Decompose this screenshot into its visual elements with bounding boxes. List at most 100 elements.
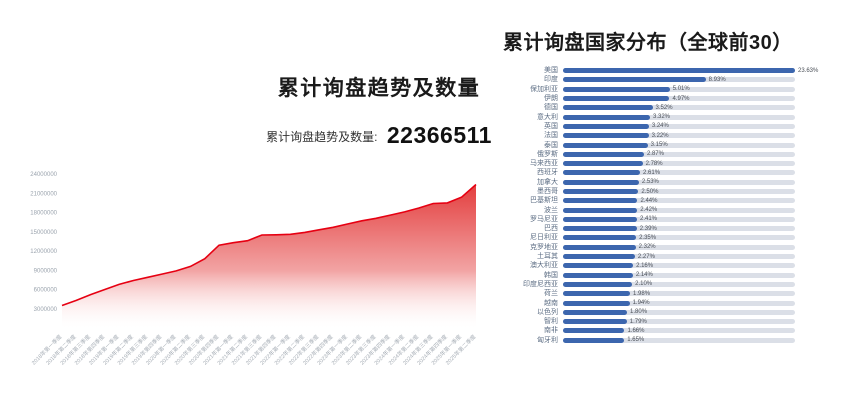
bar-fill (563, 309, 628, 315)
country-label: 加拿大 (537, 178, 558, 186)
bar-track: 2.61% (563, 169, 795, 176)
bar-value-label: 2.53% (641, 179, 659, 186)
bar-value-label: 2.16% (636, 262, 654, 269)
bar-value-label: 1.94% (632, 300, 650, 307)
bar-track: 3.52% (563, 104, 795, 111)
bar-value-label: 1.98% (633, 290, 651, 297)
bar-value-label: 3.52% (655, 104, 673, 111)
bar-fill (563, 123, 649, 129)
bar-value-label: 3.32% (653, 114, 671, 121)
bar-track: 1.65% (563, 337, 795, 343)
country-row: 保加利亚 5.01% (510, 85, 844, 94)
country-label: 印度尼西亚 (523, 280, 558, 288)
bar-fill (563, 105, 653, 111)
country-label: 荷兰 (544, 290, 558, 298)
country-row: 意大利 3.32% (510, 112, 844, 121)
country-label: 美国 (544, 67, 558, 75)
bar-track: 2.39% (563, 225, 795, 232)
bar-value-label: 2.78% (645, 160, 663, 167)
bar-track: 8.93% (563, 76, 795, 83)
bar-track: 3.22% (563, 133, 795, 139)
bar-track: 2.50% (563, 188, 795, 195)
country-label: 意大利 (537, 113, 558, 121)
country-row: 俄罗斯 2.87% (510, 150, 844, 159)
bar-fill (563, 263, 634, 269)
bar-value-label: 2.61% (643, 169, 661, 176)
country-row: 巴西 2.39% (510, 224, 844, 233)
country-label: 罗马尼亚 (530, 215, 558, 223)
bar-value-label: 2.87% (646, 151, 664, 158)
country-label: 法国 (544, 132, 558, 140)
bar-value-label: 1.80% (630, 309, 648, 316)
country-row: 法国 3.22% (510, 131, 844, 140)
y-axis-label: 15000000 (30, 230, 57, 236)
country-chart-title: 累计询盘国家分布（全球前30） (503, 32, 793, 54)
y-axis-label: 12000000 (30, 249, 57, 255)
country-label: 墨西哥 (537, 188, 558, 195)
country-row: 澳大利亚 2.16% (510, 261, 844, 270)
country-label: 克罗地亚 (530, 243, 558, 251)
bar-value-label: 2.32% (638, 244, 656, 251)
trend-total-label: 累计询盘趋势及数量: (266, 130, 378, 144)
country-label: 以色列 (537, 308, 558, 316)
country-label: 泰国 (544, 141, 558, 149)
bar-track: 2.44% (563, 198, 795, 204)
country-label: 智利 (544, 318, 558, 326)
country-row: 美国 23.63% (510, 66, 844, 75)
y-axis-label: 3000000 (34, 307, 58, 313)
trend-chart-title: 累计询盘趋势及数量 (277, 77, 481, 100)
country-row: 荷兰 1.98% (510, 289, 844, 298)
bar-value-label: 2.42% (640, 207, 658, 214)
country-label: 伊朗 (544, 95, 558, 103)
bar-track: 2.16% (563, 262, 795, 269)
bar-track: 2.35% (563, 234, 795, 241)
bar-fill (563, 254, 635, 260)
bar-fill (563, 300, 630, 306)
bar-track: 1.66% (563, 328, 795, 334)
bar-fill (563, 207, 638, 213)
country-label: 澳大利亚 (530, 262, 558, 270)
country-row: 韩国 2.14% (510, 271, 844, 280)
country-label: 西班牙 (537, 169, 558, 177)
bar-fill (563, 68, 795, 74)
trend-area-chart: 3000000 6000000 9000000 12000000 15000000 180… (30, 172, 478, 367)
country-label: 韩国 (544, 271, 558, 279)
bar-fill (563, 328, 625, 334)
bar-track: 2.78% (563, 160, 795, 167)
country-label: 波兰 (544, 206, 558, 214)
country-row: 越南 1.94% (510, 298, 844, 307)
bar-value-label: 8.93% (708, 76, 726, 83)
bar-fill (563, 114, 650, 120)
trend-chart-subtitle: 累计询盘趋势及数量: 22366511 (218, 122, 540, 149)
country-row: 南非 1.66% (510, 326, 844, 335)
country-row: 墨西哥 2.50% (510, 187, 844, 196)
bar-track: 2.32% (563, 244, 795, 251)
bar-track: 23.63% (563, 68, 818, 74)
country-label: 英国 (544, 122, 558, 130)
bar-fill (563, 198, 638, 204)
country-label: 巴基斯坦 (530, 197, 558, 205)
bar-track: 3.15% (563, 142, 795, 148)
bar-track: 2.53% (563, 179, 795, 186)
bar-track: 1.94% (563, 300, 795, 307)
country-row: 英国 3.24% (510, 122, 844, 131)
bar-fill (563, 96, 670, 102)
bar-value-label: 2.35% (639, 234, 657, 241)
bar-value-label: 2.39% (639, 225, 657, 232)
y-axis-label: 18000000 (30, 211, 57, 217)
country-label: 巴西 (544, 225, 558, 233)
bar-value-label: 1.79% (629, 318, 647, 325)
bar-track: 1.80% (563, 309, 795, 316)
y-axis-label: 9000000 (34, 268, 58, 274)
country-row: 罗马尼亚 2.41% (510, 215, 844, 224)
bar-fill (563, 244, 636, 250)
country-row: 德国 3.52% (510, 103, 844, 112)
country-row: 匈牙利 1.65% (510, 336, 844, 345)
country-label: 马来西亚 (530, 160, 558, 168)
bar-value-label: 2.41% (640, 216, 658, 223)
bar-track: 4.97% (563, 96, 795, 102)
bar-value-label: 2.50% (641, 188, 659, 195)
y-axis-label: 24000000 (30, 172, 57, 178)
country-row: 加拿大 2.53% (510, 178, 844, 187)
